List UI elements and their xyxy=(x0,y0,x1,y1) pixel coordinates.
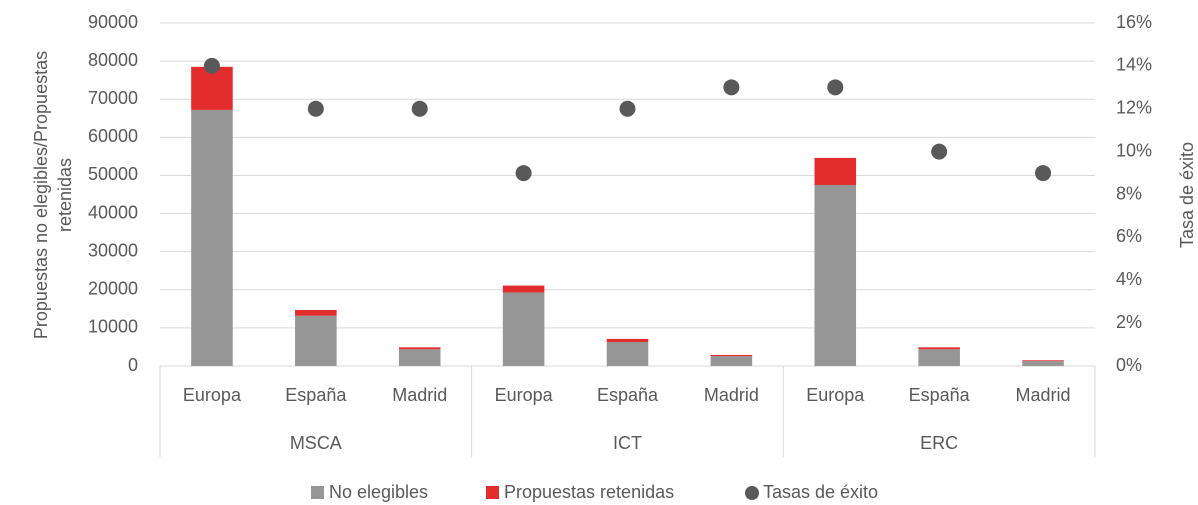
bar-segment xyxy=(814,184,857,366)
y-tick-label: 90000 xyxy=(88,12,138,32)
x-tick-label: España xyxy=(909,385,971,405)
bar-segment xyxy=(918,349,960,366)
group-label: ERC xyxy=(920,433,958,453)
y-tick-label: 0 xyxy=(128,355,138,375)
bar-segment xyxy=(295,309,337,316)
rate-point xyxy=(827,79,844,96)
x-tick-label: España xyxy=(285,385,347,405)
rate-point xyxy=(515,165,532,182)
y-axis-title: Propuestas no elegibles/Propuestas xyxy=(31,51,51,339)
y2-tick-label: 10% xyxy=(1116,140,1152,160)
rate-point xyxy=(411,100,428,117)
x-tick-label: España xyxy=(597,385,659,405)
bar-segment xyxy=(502,292,545,366)
bar-segment xyxy=(295,315,337,366)
rate-point xyxy=(203,57,220,74)
y-tick-label: 30000 xyxy=(88,240,138,260)
bar-segment xyxy=(191,66,233,110)
rate-point xyxy=(931,143,948,160)
bar-segment xyxy=(918,347,960,350)
bar-segment xyxy=(606,341,649,366)
y2-axis-title: Tasa de éxito xyxy=(1177,142,1197,248)
y-tick-label: 40000 xyxy=(88,202,138,222)
bar-segment xyxy=(710,356,753,366)
bar-segment xyxy=(191,109,233,366)
x-tick-label: Madrid xyxy=(1016,385,1071,405)
group-label: MSCA xyxy=(290,433,342,453)
y-tick-label: 50000 xyxy=(88,164,138,184)
legend-label: No elegibles xyxy=(329,482,428,502)
y-tick-label: 80000 xyxy=(88,50,138,70)
y-tick-label: 60000 xyxy=(88,126,138,146)
x-tick-label: Europa xyxy=(495,385,554,405)
bar-segment xyxy=(1022,360,1064,362)
group-label: ICT xyxy=(613,433,642,453)
legend-swatch xyxy=(311,486,324,499)
y2-tick-label: 14% xyxy=(1116,55,1152,75)
y2-tick-label: 8% xyxy=(1116,183,1142,203)
y2-tick-label: 0% xyxy=(1116,355,1142,375)
x-tick-label: Europa xyxy=(183,385,242,405)
y2-tick-label: 12% xyxy=(1116,98,1152,118)
bar-segment xyxy=(710,354,753,357)
y-tick-label: 20000 xyxy=(88,279,138,299)
legend-label: Propuestas retenidas xyxy=(504,482,674,502)
x-tick-label: Europa xyxy=(806,385,865,405)
rate-point xyxy=(1035,165,1052,182)
y2-tick-label: 4% xyxy=(1116,269,1142,289)
rate-point xyxy=(619,100,636,117)
bar-segment xyxy=(1022,361,1064,366)
bar-segment xyxy=(398,349,441,366)
bar-segment xyxy=(606,338,649,342)
legend-label: Tasas de éxito xyxy=(763,482,878,502)
x-tick-label: Madrid xyxy=(704,385,759,405)
bar-segment xyxy=(502,285,545,293)
y2-tick-label: 2% xyxy=(1116,312,1142,332)
bar-segment xyxy=(814,157,857,185)
x-tick-label: Madrid xyxy=(392,385,447,405)
y-axis-title: retenidas xyxy=(55,158,75,232)
bar-segment xyxy=(398,347,441,350)
y-tick-label: 10000 xyxy=(88,317,138,337)
y2-tick-label: 6% xyxy=(1116,226,1142,246)
y2-tick-label: 16% xyxy=(1116,12,1152,32)
rate-point xyxy=(307,100,324,117)
rate-point xyxy=(723,79,740,96)
y-tick-label: 70000 xyxy=(88,88,138,108)
legend-swatch xyxy=(486,486,499,499)
legend-swatch xyxy=(745,486,759,500)
